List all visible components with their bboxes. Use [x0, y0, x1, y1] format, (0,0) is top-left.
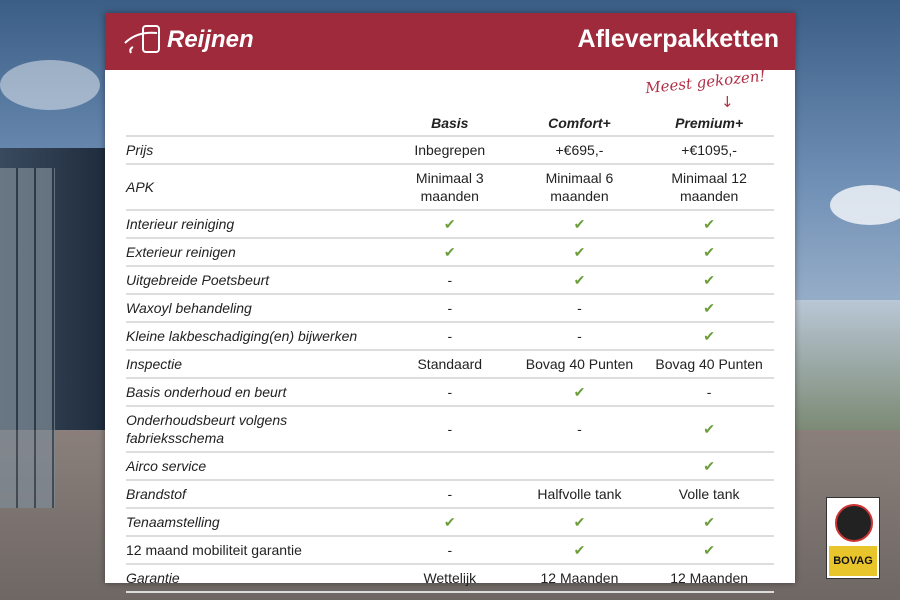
header-bar: Reijnen Afleverpakketten	[105, 13, 795, 70]
cell-value: Bovag 40 Punten	[644, 350, 774, 379]
check-icon: ✔	[644, 210, 774, 239]
table-row: Waxoyl behandeling - - ✔	[126, 294, 774, 323]
row-label: Basis onderhoud en beurt	[126, 378, 385, 407]
cloud	[830, 185, 900, 225]
row-label: Prijs	[126, 136, 385, 165]
cell-value: -	[384, 322, 515, 351]
row-label: Inspectie	[126, 350, 385, 379]
table-row: Interieur reiniging ✔ ✔ ✔	[126, 210, 774, 239]
check-icon: ✔	[514, 378, 645, 407]
cell-value: -	[384, 294, 515, 323]
cell-value: -	[384, 536, 515, 565]
check-icon: ✔	[644, 238, 774, 267]
row-label: 12 maand mobiliteit garantie	[126, 536, 385, 565]
table-row: Brandstof - Halfvolle tank Volle tank	[126, 480, 774, 509]
column-header: Premium+	[644, 113, 774, 137]
table-header-row: Basis Comfort+ Premium+	[126, 113, 774, 137]
cell-value: -	[384, 480, 515, 509]
check-icon: ✔	[514, 238, 645, 267]
cell-value: Standaard	[384, 350, 515, 379]
cell-value: -	[384, 406, 515, 453]
check-icon: ✔	[514, 536, 645, 565]
table-row: Prijs Inbegrepen +€695,- +€1095,-	[126, 136, 774, 165]
cell-value	[384, 452, 515, 481]
column-header: Comfort+	[514, 113, 645, 137]
background-building	[0, 148, 105, 508]
row-label: Brandstof	[126, 480, 385, 509]
arrow-down-icon: ↓	[721, 93, 734, 111]
cloud	[0, 60, 100, 110]
cell-value	[514, 452, 645, 481]
cell-value: Inbegrepen	[384, 136, 515, 165]
table-row: Airco service ✔	[126, 452, 774, 481]
check-icon: ✔	[514, 508, 645, 537]
table-row: Inspectie Standaard Bovag 40 Punten Bovag 4…	[126, 350, 774, 379]
cell-value: -	[644, 378, 774, 407]
cell-value: Bovag 40 Punten	[514, 350, 645, 379]
check-icon: ✔	[644, 266, 774, 295]
check-icon: ✔	[644, 536, 774, 565]
most-chosen-note: Meest gekozen!	[644, 66, 767, 98]
row-label: Tenaamstelling	[126, 508, 385, 537]
cell-value: Minimaal 3 maanden	[384, 164, 515, 211]
table-row: Garantie Wettelijk 12 Maanden 12 Maanden	[126, 564, 774, 593]
bovag-emblem-icon	[835, 504, 873, 542]
package-card: Reijnen Afleverpakketten Meest gekozen! …	[105, 13, 795, 593]
table-row: Kleine lakbeschadiging(en) bijwerken - - ✔	[126, 322, 774, 351]
table-row: Onderhoudsbeurt volgens fabrieksschema - -…	[126, 406, 774, 453]
check-icon: ✔	[644, 508, 774, 537]
page-title: Afleverpakketten	[577, 25, 779, 53]
brand-logo: Reijnen	[123, 23, 254, 57]
check-icon: ✔	[644, 322, 774, 351]
bovag-label: BOVAG	[829, 546, 877, 576]
row-label: Kleine lakbeschadiging(en) bijwerken	[126, 322, 385, 351]
cell-value: -	[384, 378, 515, 407]
row-label: Interieur reiniging	[126, 210, 385, 239]
row-label: Garantie	[126, 564, 385, 593]
column-header: Basis	[384, 113, 515, 137]
cell-value: Volle tank	[644, 480, 774, 509]
cell-value: Minimaal 12 maanden	[644, 164, 774, 211]
table-row: Exterieur reinigen ✔ ✔ ✔	[126, 238, 774, 267]
table-row: 12 maand mobiliteit garantie - ✔ ✔	[126, 536, 774, 565]
row-label: Airco service	[126, 452, 385, 481]
check-icon: ✔	[384, 210, 515, 239]
header-spacer	[126, 113, 385, 137]
check-icon: ✔	[514, 266, 645, 295]
bovag-badge: BOVAG	[826, 497, 880, 579]
check-icon: ✔	[514, 210, 645, 239]
table-row: APK Minimaal 3 maanden Minimaal 6 maanden M…	[126, 164, 774, 211]
cell-value: -	[384, 266, 515, 295]
comparison-table: Basis Comfort+ Premium+ Prijs Inbegrepen +€6…	[126, 113, 774, 593]
row-label: Uitgebreide Poetsbeurt	[126, 266, 385, 295]
row-label: Waxoyl behandeling	[126, 294, 385, 323]
table-row: Basis onderhoud en beurt - ✔ -	[126, 378, 774, 407]
background-trees	[795, 300, 900, 430]
cell-value: Minimaal 6 maanden	[514, 164, 645, 211]
check-icon: ✔	[644, 452, 774, 481]
cell-value: 12 Maanden	[514, 564, 645, 593]
check-icon: ✔	[644, 406, 774, 453]
cell-value: -	[514, 406, 645, 453]
row-label: Exterieur reinigen	[126, 238, 385, 267]
brand-name: Reijnen	[167, 26, 254, 53]
cell-value: -	[514, 322, 645, 351]
cell-value: 12 Maanden	[644, 564, 774, 593]
cell-value: -	[514, 294, 645, 323]
check-icon: ✔	[644, 294, 774, 323]
cell-value: +€695,-	[514, 136, 645, 165]
cell-value: +€1095,-	[644, 136, 774, 165]
row-label: APK	[126, 164, 385, 211]
table-row: Tenaamstelling ✔ ✔ ✔	[126, 508, 774, 537]
car-logo-icon	[124, 25, 160, 54]
cell-value: Wettelijk	[384, 564, 515, 593]
cell-value: Halfvolle tank	[514, 480, 645, 509]
row-label: Onderhoudsbeurt volgens fabrieksschema	[126, 406, 385, 453]
check-icon: ✔	[384, 238, 515, 267]
check-icon: ✔	[384, 508, 515, 537]
table-row: Uitgebreide Poetsbeurt - ✔ ✔	[126, 266, 774, 295]
